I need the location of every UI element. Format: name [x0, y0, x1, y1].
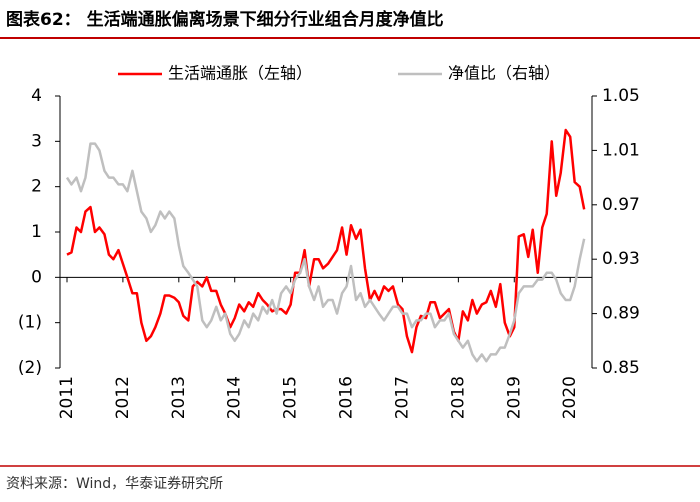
y-tick-label: 1	[31, 222, 42, 242]
y2-tick-label: 0.89	[602, 304, 640, 324]
x-tick-label: 2020	[560, 376, 580, 419]
series-line	[66, 128, 586, 354]
x-tick-label: 2012	[113, 376, 133, 419]
series-line	[65, 142, 586, 363]
x-tick-label: 2018	[448, 376, 468, 419]
x-tick-label: 2011	[57, 376, 77, 419]
y-tick-label: 2	[31, 177, 42, 197]
source: 资料来源：Wind，华泰证券研究所	[6, 476, 223, 492]
chart-title: 图表62： 生活端通胀偏离场景下细分行业组合月度净值比	[6, 9, 444, 30]
y-tick-label: 4	[31, 86, 42, 106]
y2-tick-label: 0.93	[602, 249, 640, 269]
y-tick-label: 0	[31, 267, 42, 287]
x-tick-label: 2016	[337, 376, 357, 419]
x-tick-label: 2013	[169, 376, 189, 419]
x-tick-label: 2019	[504, 376, 524, 419]
legend-label: 净值比（右轴）	[448, 64, 560, 83]
y2-tick-label: 0.85	[602, 358, 640, 378]
y2-tick-label: 1.01	[602, 140, 640, 160]
y2-tick-label: 0.97	[602, 195, 640, 215]
y-tick-label: 3	[31, 131, 42, 151]
legend-label: 生活端通胀（左轴）	[168, 64, 312, 83]
x-tick-label: 2015	[281, 376, 301, 419]
x-tick-label: 2017	[392, 376, 412, 419]
y-tick-label: (1)	[18, 313, 42, 333]
y2-tick-label: 1.05	[602, 86, 640, 106]
x-tick-label: 2014	[225, 376, 245, 419]
y-tick-label: (2)	[18, 358, 42, 378]
